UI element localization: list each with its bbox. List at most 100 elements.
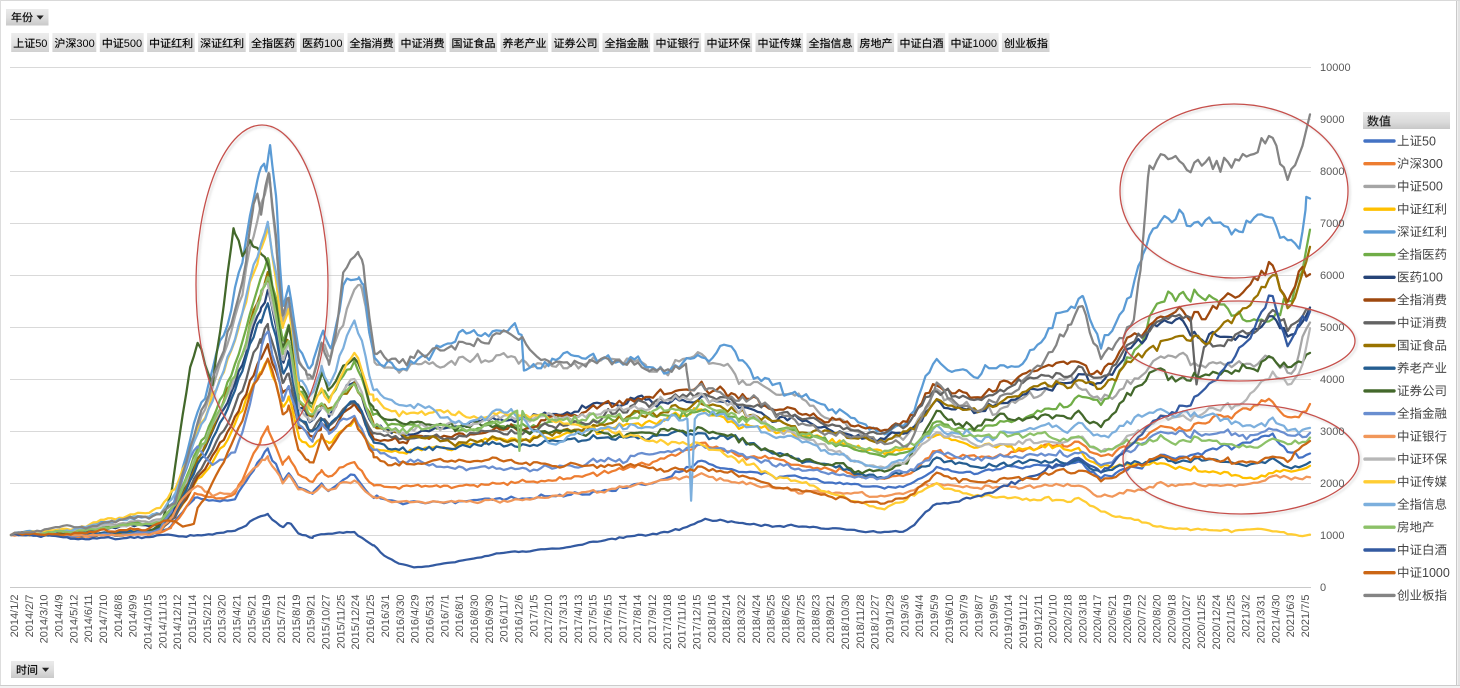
svg-text:2018/1/16: 2018/1/16 bbox=[706, 595, 718, 644]
svg-text:2020/9/18: 2020/9/18 bbox=[1166, 595, 1178, 644]
svg-text:2021/3/31: 2021/3/31 bbox=[1255, 595, 1267, 644]
svg-text:2017/8/14: 2017/8/14 bbox=[632, 595, 644, 644]
svg-text:2016/8/30: 2016/8/30 bbox=[469, 595, 481, 644]
svg-text:4000: 4000 bbox=[1320, 374, 1344, 386]
svg-text:300: 300 bbox=[76, 38, 94, 50]
svg-text:2017/7/14: 2017/7/14 bbox=[617, 595, 629, 644]
svg-text:2019/9/5: 2019/9/5 bbox=[988, 595, 1000, 638]
svg-text:2020/12/24: 2020/12/24 bbox=[1211, 595, 1223, 650]
svg-text:2015/7/21: 2015/7/21 bbox=[276, 595, 288, 644]
svg-text:2014/4/9: 2014/4/9 bbox=[54, 595, 66, 638]
svg-text:2019/10/14: 2019/10/14 bbox=[1003, 594, 1015, 649]
svg-text:100: 100 bbox=[324, 38, 342, 50]
svg-text:2014/11/13: 2014/11/13 bbox=[157, 595, 169, 649]
svg-text:2016/9/30: 2016/9/30 bbox=[484, 595, 496, 644]
svg-text:500: 500 bbox=[1422, 180, 1443, 194]
svg-text:2014/12/12: 2014/12/12 bbox=[172, 595, 184, 650]
svg-text:1000: 1000 bbox=[1320, 530, 1344, 542]
svg-text:2020/8/20: 2020/8/20 bbox=[1152, 595, 1164, 644]
svg-text:2019/5/9: 2019/5/9 bbox=[929, 595, 941, 638]
svg-text:2016/7/1: 2016/7/1 bbox=[439, 595, 451, 638]
svg-text:2019/1/29: 2019/1/29 bbox=[885, 595, 897, 644]
svg-text:6000: 6000 bbox=[1320, 270, 1344, 282]
svg-text:50: 50 bbox=[35, 38, 47, 50]
svg-text:2017/5/15: 2017/5/15 bbox=[588, 595, 600, 644]
svg-text:2019/12/11: 2019/12/11 bbox=[1033, 595, 1045, 649]
svg-text:2018/7/25: 2018/7/25 bbox=[795, 595, 807, 644]
svg-text:2019/11/12: 2019/11/12 bbox=[1018, 595, 1030, 649]
svg-text:2017/3/13: 2017/3/13 bbox=[558, 595, 570, 644]
svg-text:2021/7/5: 2021/7/5 bbox=[1300, 595, 1312, 638]
svg-text:2016/5/31: 2016/5/31 bbox=[424, 595, 436, 644]
svg-text:300: 300 bbox=[1422, 157, 1443, 171]
svg-text:2017/9/12: 2017/9/12 bbox=[647, 595, 659, 644]
svg-text:2014/1/2: 2014/1/2 bbox=[9, 595, 21, 638]
svg-text:2016/12/6: 2016/12/6 bbox=[514, 595, 526, 644]
svg-text:2018/12/27: 2018/12/27 bbox=[870, 595, 882, 650]
svg-text:2014/9/9: 2014/9/9 bbox=[128, 595, 140, 638]
svg-text:2015/8/19: 2015/8/19 bbox=[291, 595, 303, 644]
svg-text:2015/11/25: 2015/11/25 bbox=[335, 595, 347, 649]
svg-text:2020/1/10: 2020/1/10 bbox=[1048, 595, 1060, 644]
svg-text:2015/1/14: 2015/1/14 bbox=[187, 595, 199, 644]
svg-text:2021/1/25: 2021/1/25 bbox=[1226, 595, 1238, 644]
svg-text:2014/8/8: 2014/8/8 bbox=[113, 595, 125, 638]
svg-text:2018/5/25: 2018/5/25 bbox=[766, 595, 778, 644]
svg-text:0: 0 bbox=[1320, 582, 1326, 594]
svg-text:10000: 10000 bbox=[1320, 62, 1351, 74]
svg-text:2018/9/21: 2018/9/21 bbox=[825, 595, 837, 644]
svg-text:2018/8/23: 2018/8/23 bbox=[810, 595, 822, 644]
svg-text:2017/11/16: 2017/11/16 bbox=[677, 595, 689, 649]
svg-text:2014/2/7: 2014/2/7 bbox=[24, 595, 36, 638]
svg-text:2015/5/21: 2015/5/21 bbox=[246, 595, 258, 644]
svg-text:50: 50 bbox=[1422, 134, 1436, 148]
svg-text:100: 100 bbox=[1422, 271, 1443, 285]
svg-text:2016/1/25: 2016/1/25 bbox=[365, 595, 377, 644]
svg-text:2014/7/10: 2014/7/10 bbox=[98, 595, 110, 644]
svg-text:2015/4/21: 2015/4/21 bbox=[232, 595, 244, 644]
svg-text:2015/2/12: 2015/2/12 bbox=[202, 595, 214, 644]
svg-text:2020/6/19: 2020/6/19 bbox=[1122, 595, 1134, 644]
svg-text:2014/10/15: 2014/10/15 bbox=[143, 595, 155, 650]
svg-text:1000: 1000 bbox=[973, 38, 997, 50]
svg-text:2020/3/18: 2020/3/18 bbox=[1077, 595, 1089, 644]
svg-text:2017/12/15: 2017/12/15 bbox=[692, 595, 704, 650]
svg-text:2016/11/7: 2016/11/7 bbox=[499, 595, 511, 643]
svg-text:2017/10/18: 2017/10/18 bbox=[662, 595, 674, 650]
svg-text:2014/3/10: 2014/3/10 bbox=[39, 595, 51, 644]
svg-text:2020/5/21: 2020/5/21 bbox=[1107, 595, 1119, 644]
svg-text:2016/3/30: 2016/3/30 bbox=[395, 595, 407, 644]
svg-text:2020/7/22: 2020/7/22 bbox=[1137, 595, 1149, 644]
svg-text:2018/3/22: 2018/3/22 bbox=[736, 595, 748, 644]
svg-text:2015/10/27: 2015/10/27 bbox=[321, 595, 333, 650]
svg-text:2016/8/1: 2016/8/1 bbox=[454, 595, 466, 638]
svg-text:2018/4/24: 2018/4/24 bbox=[751, 595, 763, 644]
svg-text:2000: 2000 bbox=[1320, 478, 1344, 490]
svg-text:7000: 7000 bbox=[1320, 218, 1344, 230]
svg-text:9000: 9000 bbox=[1320, 114, 1344, 126]
svg-text:500: 500 bbox=[124, 38, 142, 50]
svg-text:2017/6/15: 2017/6/15 bbox=[603, 595, 615, 644]
svg-text:2020/11/25: 2020/11/25 bbox=[1196, 595, 1208, 649]
svg-text:2019/8/7: 2019/8/7 bbox=[974, 595, 986, 638]
svg-text:2020/4/17: 2020/4/17 bbox=[1092, 595, 1104, 644]
svg-text:2020/10/27: 2020/10/27 bbox=[1181, 595, 1193, 650]
svg-text:2015/6/19: 2015/6/19 bbox=[261, 595, 273, 644]
svg-text:2016/4/29: 2016/4/29 bbox=[410, 595, 422, 644]
svg-text:2019/4/4: 2019/4/4 bbox=[914, 595, 926, 638]
svg-text:8000: 8000 bbox=[1320, 166, 1344, 178]
svg-text:2017/1/5: 2017/1/5 bbox=[528, 595, 540, 638]
svg-text:2018/2/14: 2018/2/14 bbox=[721, 595, 733, 644]
svg-text:2014/6/11: 2014/6/11 bbox=[83, 595, 95, 643]
svg-text:2018/11/28: 2018/11/28 bbox=[855, 595, 867, 649]
svg-text:5000: 5000 bbox=[1320, 322, 1344, 334]
svg-text:2019/3/6: 2019/3/6 bbox=[899, 595, 911, 638]
svg-text:2017/2/10: 2017/2/10 bbox=[543, 595, 555, 644]
svg-text:2019/7/9: 2019/7/9 bbox=[959, 595, 971, 638]
svg-text:2021/4/30: 2021/4/30 bbox=[1270, 595, 1282, 644]
svg-text:1000: 1000 bbox=[1422, 566, 1450, 580]
svg-text:2015/9/21: 2015/9/21 bbox=[306, 595, 318, 644]
svg-text:2019/6/10: 2019/6/10 bbox=[944, 595, 956, 644]
svg-text:3000: 3000 bbox=[1320, 426, 1344, 438]
svg-text:2021/3/2: 2021/3/2 bbox=[1241, 595, 1253, 638]
